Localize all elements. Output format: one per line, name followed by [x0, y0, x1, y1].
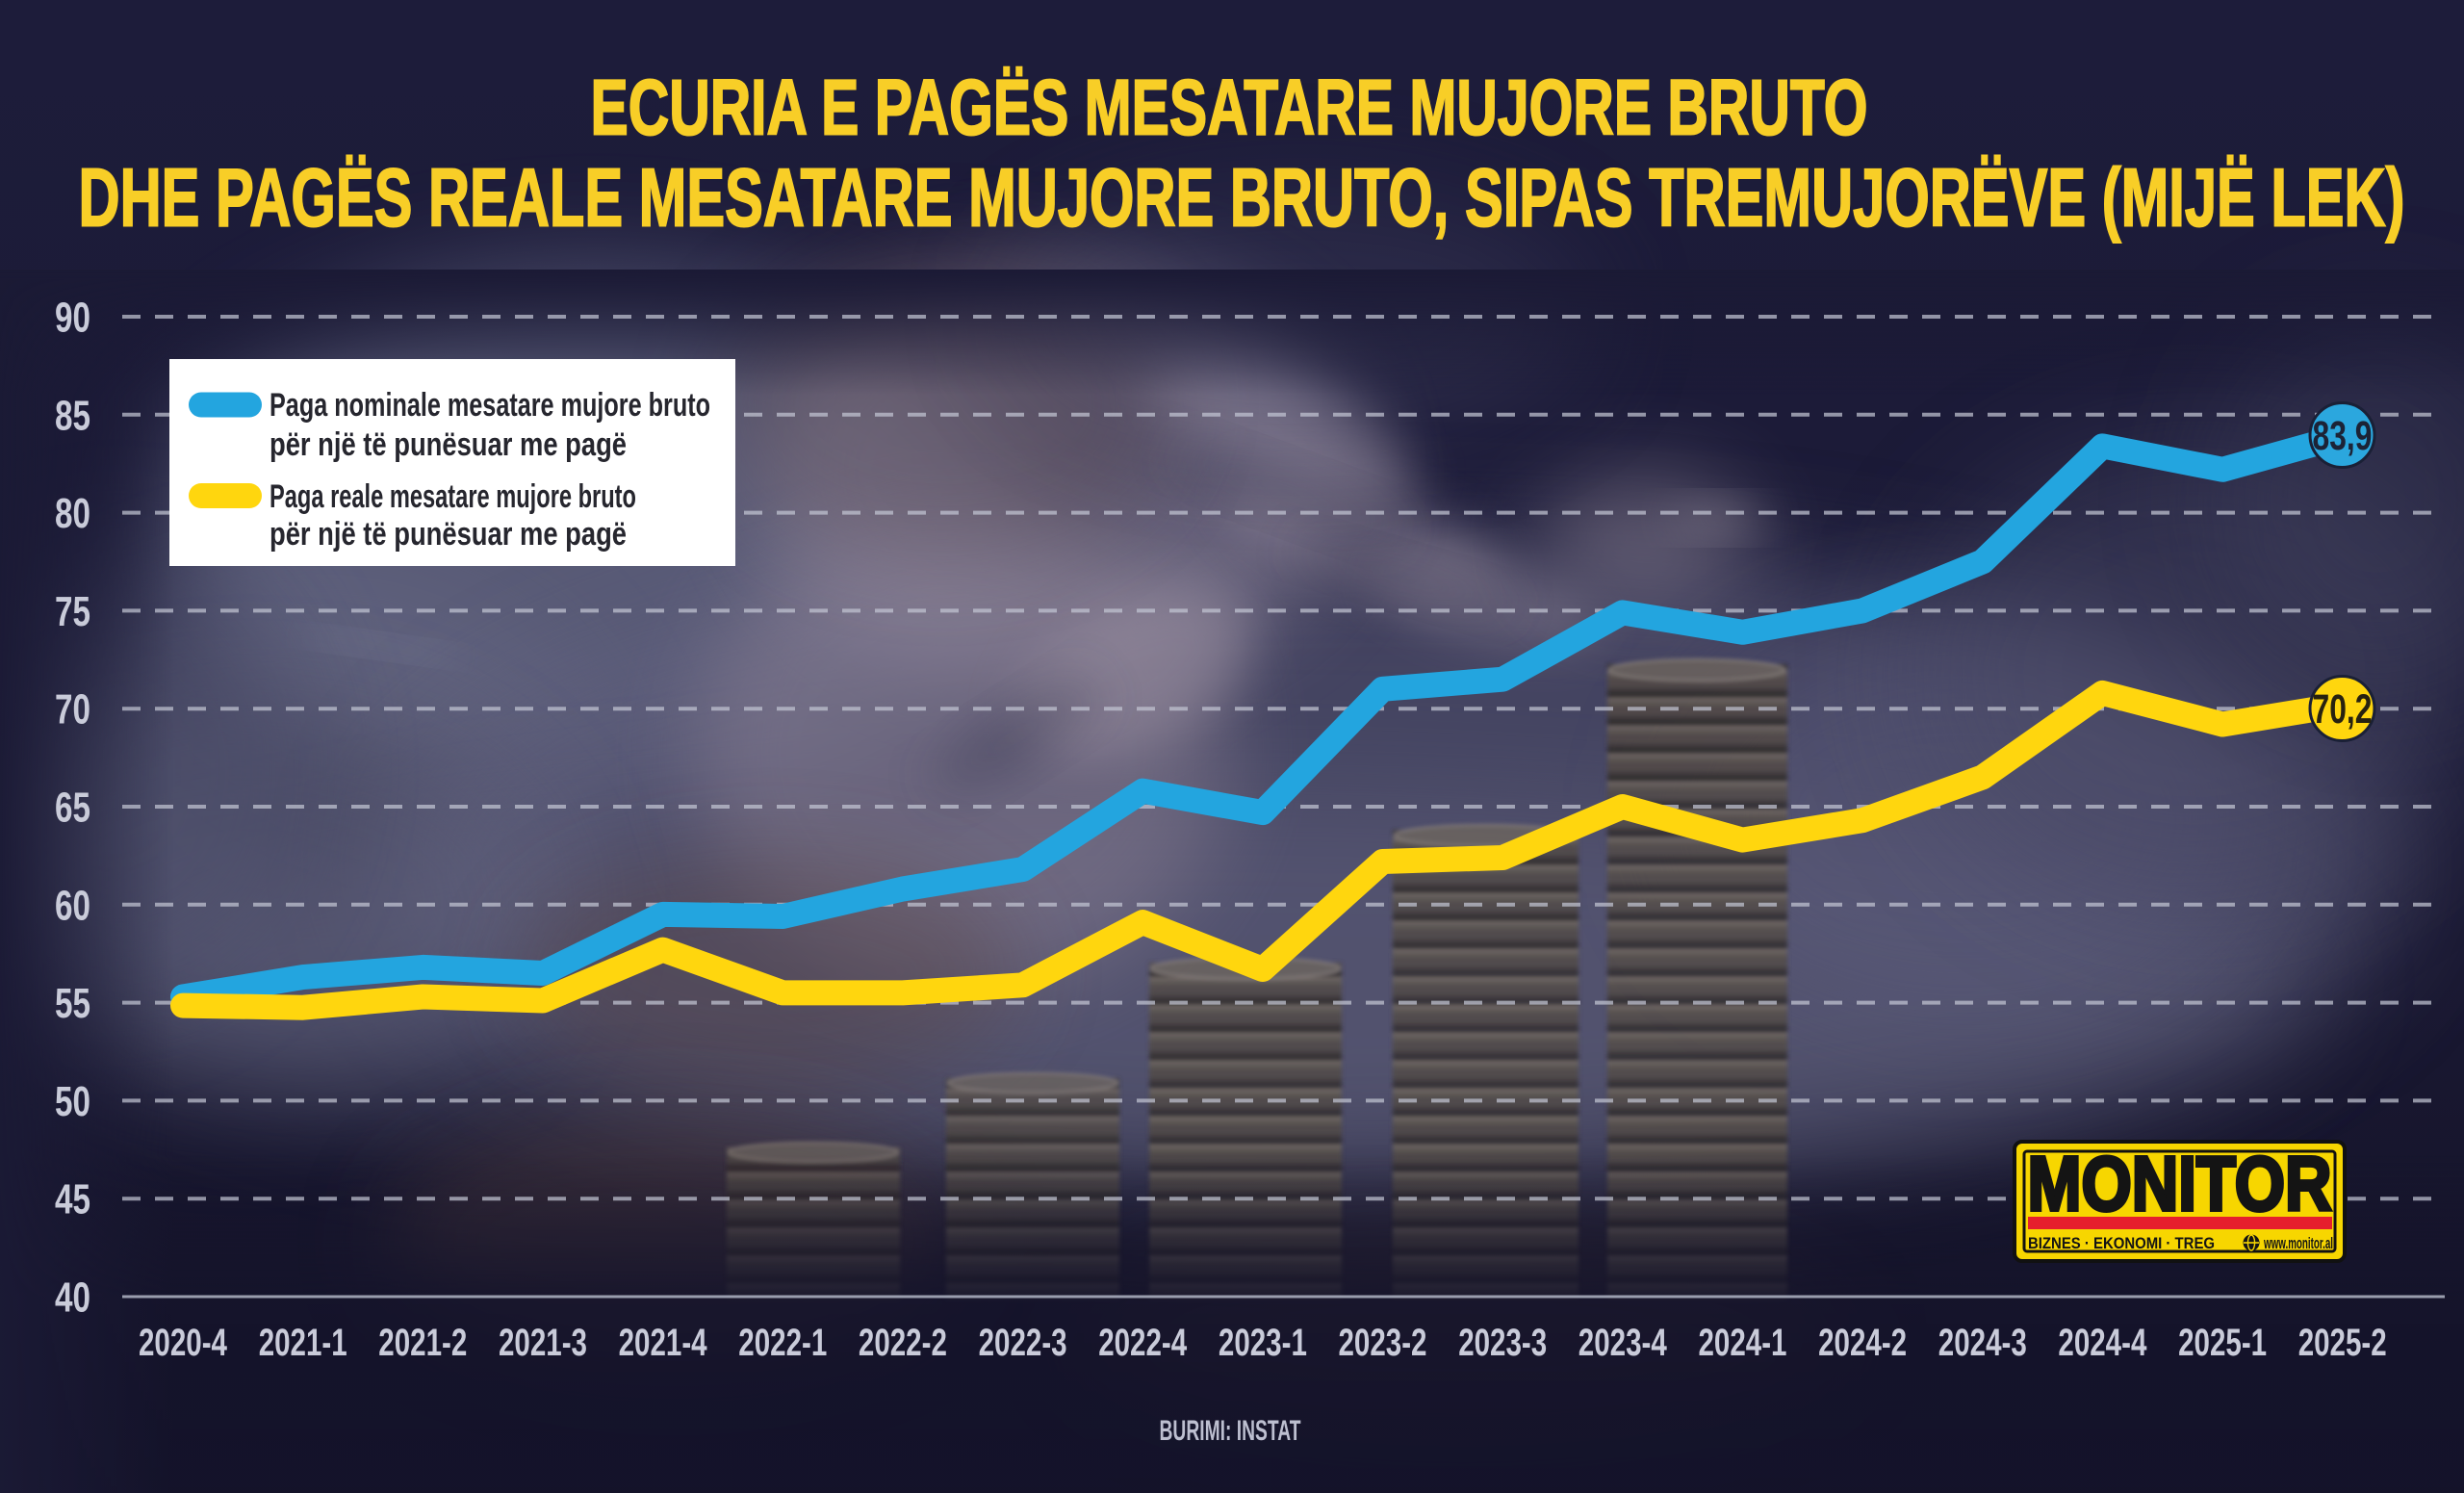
svg-text:BIZNES · EKONOMI · TREG: BIZNES · EKONOMI · TREG — [2028, 1234, 2215, 1252]
svg-text:2021-3: 2021-3 — [499, 1322, 587, 1364]
svg-text:ECURIA E PAGËS MESATARE MUJORE: ECURIA E PAGËS MESATARE MUJORE BRUTO — [591, 64, 1868, 152]
svg-text:2023-4: 2023-4 — [1578, 1322, 1668, 1364]
svg-text:90: 90 — [55, 295, 90, 342]
svg-text:70: 70 — [55, 686, 90, 734]
svg-text:75: 75 — [55, 588, 90, 635]
svg-text:2022-2: 2022-2 — [859, 1322, 947, 1364]
svg-text:45: 45 — [55, 1176, 90, 1223]
svg-text:DHE PAGËS REALE MESATARE MUJOR: DHE PAGËS REALE MESATARE MUJORE BRUTO, S… — [79, 153, 2405, 245]
svg-text:65: 65 — [55, 785, 90, 832]
svg-text:për një të punësuar me pagë: për një të punësuar me pagë — [270, 516, 627, 553]
svg-text:55: 55 — [55, 980, 90, 1027]
svg-text:85: 85 — [55, 392, 90, 439]
svg-text:83,9: 83,9 — [2313, 413, 2373, 459]
svg-text:për një të punësuar me pagë: për një të punësuar me pagë — [270, 426, 627, 463]
svg-text:2020-4: 2020-4 — [139, 1322, 228, 1364]
svg-text:2021-1: 2021-1 — [259, 1322, 347, 1364]
svg-text:2025-2: 2025-2 — [2298, 1322, 2387, 1364]
svg-text:50: 50 — [55, 1078, 90, 1125]
svg-text:2023-1: 2023-1 — [1219, 1322, 1307, 1364]
svg-text:2021-2: 2021-2 — [378, 1322, 467, 1364]
svg-text:2024-3: 2024-3 — [1938, 1322, 2027, 1364]
svg-text:www.monitor.al: www.monitor.al — [2263, 1234, 2333, 1252]
svg-text:80: 80 — [55, 490, 90, 537]
svg-text:2023-2: 2023-2 — [1339, 1322, 1427, 1364]
svg-text:2022-4: 2022-4 — [1098, 1322, 1188, 1364]
svg-text:70,2: 70,2 — [2313, 686, 2373, 733]
svg-text:MONITOR: MONITOR — [2028, 1141, 2332, 1226]
svg-text:60: 60 — [55, 882, 90, 929]
svg-text:2021-4: 2021-4 — [619, 1322, 708, 1364]
svg-text:2023-3: 2023-3 — [1458, 1322, 1547, 1364]
svg-text:40: 40 — [55, 1274, 90, 1322]
svg-text:2024-4: 2024-4 — [2058, 1322, 2147, 1364]
svg-text:Paga nominale mesatare mujore: Paga nominale mesatare mujore bruto — [270, 387, 710, 424]
svg-text:2024-1: 2024-1 — [1699, 1322, 1787, 1364]
svg-text:2025-1: 2025-1 — [2178, 1322, 2267, 1364]
svg-text:2022-3: 2022-3 — [979, 1322, 1067, 1364]
svg-text:BURIMI: INSTAT: BURIMI: INSTAT — [1160, 1415, 1301, 1447]
svg-text:2024-2: 2024-2 — [1818, 1322, 1907, 1364]
svg-text:2022-1: 2022-1 — [738, 1322, 827, 1364]
svg-text:Paga reale mesatare mujore bru: Paga reale mesatare mujore bruto — [270, 478, 636, 515]
